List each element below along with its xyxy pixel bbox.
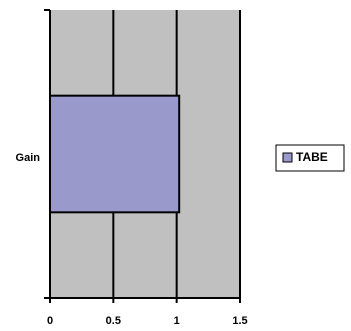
- x-tick-label-0: 0: [47, 315, 53, 327]
- x-tick-label-1: 1: [174, 315, 180, 327]
- x-tick-label-0.5: 0.5: [106, 315, 121, 327]
- bars: [49, 94, 181, 214]
- legend-swatch-tabe: [282, 152, 293, 163]
- legend: TABE: [275, 144, 345, 172]
- x-tick-label-1.5: 1.5: [232, 315, 247, 327]
- x-axis-tick-labels: 0 0.5 1 1.5: [47, 315, 248, 327]
- legend-label-tabe: TABE: [296, 150, 328, 164]
- category-label-gain: Gain: [16, 152, 41, 164]
- x-axis-ticks: [49, 298, 241, 303]
- bar-tabe-gain: [49, 94, 181, 214]
